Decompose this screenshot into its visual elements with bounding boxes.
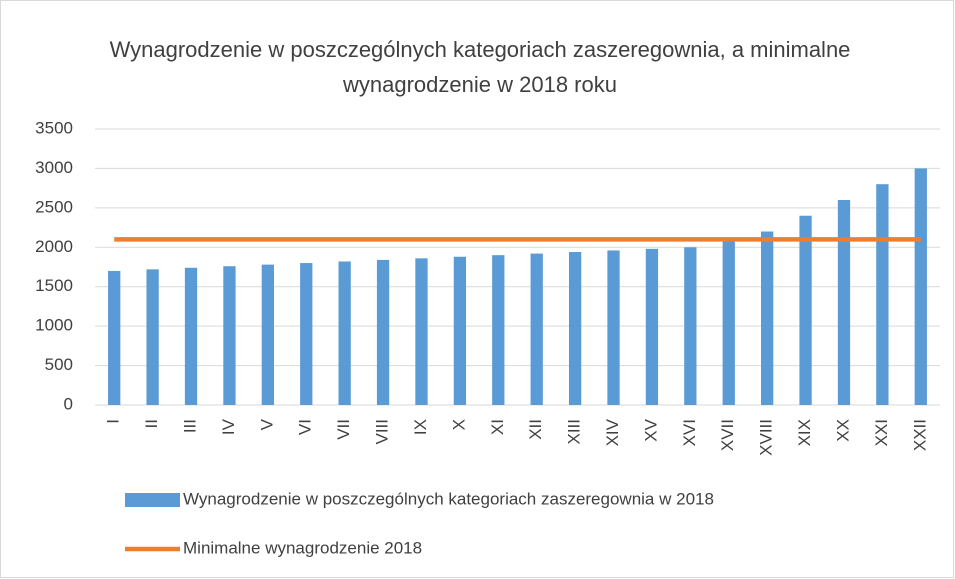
bar (837, 199, 851, 405)
x-tick-label: XVIII (757, 419, 776, 456)
x-tick-label: XII (526, 419, 545, 440)
chart-title: Wynagrodzenie w poszczególnych kategoria… (109, 37, 851, 97)
bar (530, 253, 543, 405)
x-tick-label: IX (411, 419, 430, 435)
x-tick-label: VIII (373, 419, 392, 445)
x-tick-label: III (181, 419, 200, 433)
x-tick-label: XXI (872, 419, 891, 446)
x-tick-label: XVII (718, 419, 737, 451)
bar (761, 231, 774, 405)
x-tick-label: XI (488, 419, 507, 435)
y-tick-label: 2500 (35, 197, 73, 216)
bar (568, 252, 582, 405)
x-tick-label: IV (219, 418, 238, 435)
y-tick-label: 1000 (35, 316, 73, 335)
bar (799, 215, 812, 405)
x-tick-label: XIII (565, 419, 584, 445)
x-tick-label: XXII (910, 419, 929, 451)
bar (376, 259, 390, 405)
bar (684, 247, 697, 405)
x-tick-label: XX (833, 419, 852, 442)
bar (184, 267, 198, 405)
bar (223, 266, 236, 405)
x-tick-label: V (257, 418, 276, 430)
bar (300, 263, 313, 405)
bar (261, 264, 274, 405)
legend-label: Wynagrodzenie w poszczególnych kategoria… (183, 489, 714, 508)
bar (914, 168, 927, 405)
y-tick-label: 2000 (35, 237, 73, 256)
x-tick-label: VII (334, 419, 353, 440)
y-tick-label: 1500 (35, 276, 73, 295)
x-tick-label: II (142, 419, 161, 428)
x-tick-label: XIV (603, 418, 622, 446)
bar (338, 261, 351, 405)
bar (146, 269, 159, 405)
y-tick-label: 0 (64, 394, 73, 413)
x-tick-label: I (104, 419, 123, 424)
legend-swatch (125, 493, 180, 507)
bar (722, 239, 735, 405)
y-tick-label: 3000 (35, 158, 73, 177)
legend-label: Minimalne wynagrodzenie 2018 (183, 538, 422, 557)
bar (415, 258, 428, 405)
x-tick-label: XIX (795, 419, 814, 446)
x-tick-label: XVI (680, 419, 699, 446)
bar (492, 255, 505, 405)
bar (645, 248, 659, 405)
bar (607, 250, 620, 405)
x-tick-label: X (449, 419, 468, 430)
x-tick-label: XV (641, 418, 660, 441)
y-tick-label: 500 (45, 355, 73, 374)
bar (453, 256, 467, 405)
bar (108, 270, 121, 405)
y-tick-label: 3500 (35, 118, 73, 137)
bar (876, 184, 889, 405)
x-tick-label: VI (296, 419, 315, 435)
